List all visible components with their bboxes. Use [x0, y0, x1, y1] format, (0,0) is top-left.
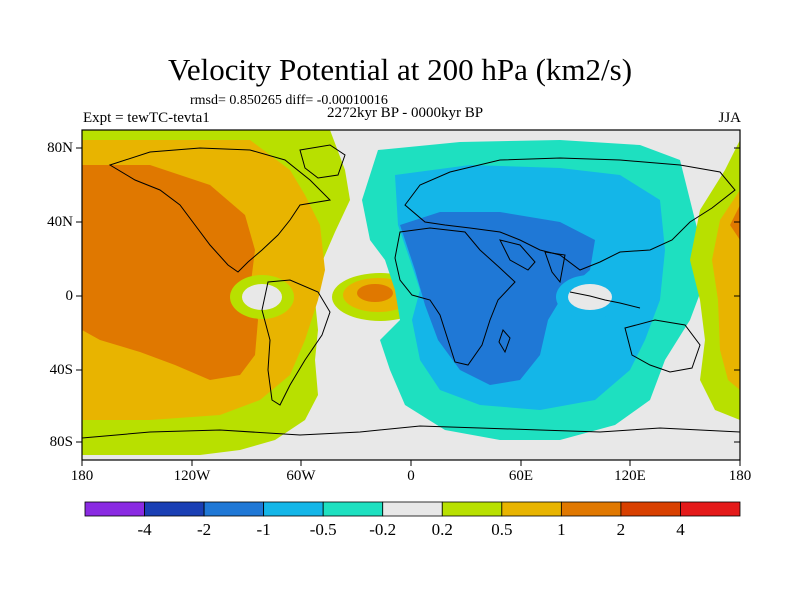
- lat-label: 80N: [47, 140, 73, 156]
- lat-label: 40S: [49, 362, 73, 378]
- colorbar-swatch: [501, 501, 562, 517]
- colorbar-swatch: [144, 501, 205, 517]
- colorbar-swatch: [203, 501, 265, 517]
- colorbar-label: -0.5: [309, 520, 337, 539]
- chart-title: Velocity Potential at 200 hPa (km2/s): [167, 52, 633, 87]
- colorbar-label: 0.5: [491, 520, 513, 539]
- lon-label: 180: [728, 468, 752, 484]
- coastlines: [82, 144, 740, 439]
- colorbar-label: 0.2: [431, 520, 453, 539]
- lon-label: 120W: [173, 468, 211, 484]
- colorbar-swatch: [382, 501, 443, 517]
- period-label: 2272kyr BP - 0000kyr BP: [326, 105, 484, 121]
- colorbar-swatch: [441, 501, 503, 517]
- colorbar-label: 1: [557, 520, 566, 539]
- lat-label: 40N: [47, 214, 73, 230]
- colorbar-label: -2: [196, 520, 212, 539]
- colorbar: [84, 501, 741, 517]
- lon-label: 0: [407, 468, 415, 484]
- colorbar-label: 2: [616, 520, 626, 539]
- lon-label: 180: [70, 468, 94, 484]
- season-label: JJA: [718, 110, 741, 126]
- colorbar-label: -0.2: [369, 520, 397, 539]
- experiment-label: Expt = tewTC-tevta1: [83, 110, 210, 126]
- colorbar-swatch: [84, 501, 145, 517]
- colorbar-swatch: [620, 501, 681, 517]
- lon-label: 120E: [614, 468, 646, 484]
- stats-text: rmsd= 0.850265 diff= -0.00010016: [190, 93, 388, 108]
- colorbar-label: -4: [137, 520, 152, 539]
- colorbar-label: -1: [256, 520, 271, 539]
- colorbar-label: 4: [676, 520, 685, 539]
- contour-field: [82, 130, 740, 460]
- lat-label: 80S: [49, 434, 73, 450]
- lon-label: 60E: [508, 468, 534, 484]
- contour-positive-1: [82, 165, 258, 380]
- map-ticks: [76, 147, 741, 466]
- lat-label: 0: [65, 288, 74, 304]
- colorbar-swatch: [560, 501, 622, 517]
- lon-label: 60W: [286, 468, 316, 484]
- colorbar-swatch: [322, 501, 384, 517]
- colorbar-swatch: [263, 501, 324, 517]
- colorbar-swatch: [680, 501, 741, 517]
